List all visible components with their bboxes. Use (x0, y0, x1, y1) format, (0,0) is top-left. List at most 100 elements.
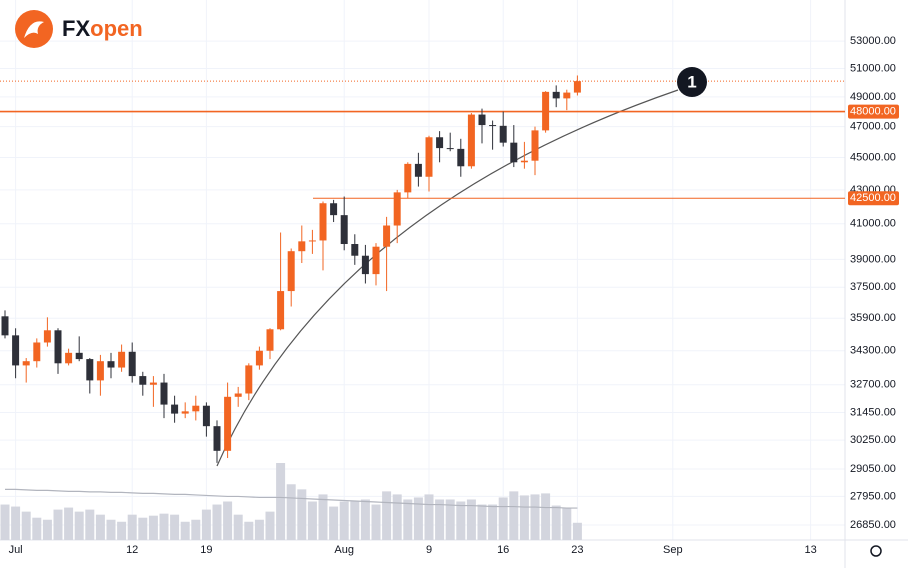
candle-body (404, 163, 412, 193)
volume-bar (180, 521, 190, 540)
volume-bar (212, 504, 222, 540)
volume-bar (445, 499, 455, 540)
candle-body (65, 352, 73, 364)
volume-bar (74, 511, 84, 540)
volume-bar (53, 509, 63, 540)
volume-bar (435, 499, 445, 540)
candle-body (489, 125, 497, 127)
volume-bar (360, 499, 370, 540)
volume-bar (0, 504, 10, 540)
candle-body (542, 91, 550, 131)
volume-bar (159, 513, 169, 540)
volume-bar (456, 501, 466, 540)
volume-bar (477, 504, 487, 540)
x-tick-label: 13 (804, 544, 816, 556)
candle-body (192, 405, 200, 412)
level-label-box (848, 191, 899, 206)
annotation-text: 1 (687, 72, 696, 91)
candle-body (160, 382, 168, 405)
volume-bar (223, 501, 233, 540)
candle-body (43, 330, 51, 343)
volume-bar (562, 507, 572, 540)
y-tick-label: 30250.00 (850, 434, 896, 446)
volume-bar (106, 519, 116, 540)
candle-body (552, 91, 560, 99)
candle-body (520, 160, 528, 163)
candle-body (1, 316, 9, 336)
candle-body (467, 114, 475, 167)
volume-bar (318, 494, 328, 540)
candle-body (298, 241, 306, 252)
volume-bar (339, 501, 349, 540)
candle-body (340, 215, 348, 245)
y-tick-label: 32700.00 (850, 379, 896, 391)
candle-body (414, 163, 422, 177)
candle-body (510, 142, 518, 163)
volume-bar (244, 521, 254, 540)
x-tick-label: 19 (200, 544, 212, 556)
candle-body (330, 203, 338, 216)
x-tick-label: Sep (663, 544, 683, 556)
candle-body (149, 382, 157, 385)
volume-bar (466, 499, 476, 540)
candle-body (351, 244, 359, 256)
volume-bar (95, 514, 105, 540)
candle-body (319, 203, 327, 241)
candle-body (202, 405, 210, 427)
candle-body (22, 361, 30, 366)
volume-bar (127, 514, 137, 540)
candle-body (308, 240, 316, 242)
settings-icon[interactable] (870, 545, 882, 557)
volume-ma-line (5, 488, 578, 509)
gear[interactable] (870, 545, 882, 557)
candle-body (12, 335, 20, 366)
volume-bar (138, 517, 148, 540)
volume-bar (424, 494, 434, 540)
volume-bar (11, 506, 21, 540)
candle-body (531, 130, 539, 161)
level-label-box (848, 104, 899, 119)
candle-body (33, 342, 41, 362)
volume-bar (64, 507, 74, 540)
volume-bar (382, 491, 392, 540)
y-tick-label: 35900.00 (850, 312, 896, 324)
volume-bar (329, 506, 339, 540)
y-tick-label: 45000.00 (850, 151, 896, 163)
volume-bar (541, 493, 551, 540)
candle-body (107, 361, 115, 368)
y-tick-label: 27950.00 (850, 490, 896, 502)
y-tick-label: 51000.00 (850, 62, 896, 74)
volume-bar (117, 521, 127, 540)
candle-body (393, 192, 401, 226)
volume-bar (85, 509, 95, 540)
level-label: 48000.00 (850, 106, 896, 118)
logo-icon-detail (24, 21, 44, 38)
volume-bar (392, 494, 402, 540)
candle-body (372, 246, 380, 275)
candle-body (425, 137, 433, 177)
candle-body (478, 114, 486, 126)
y-tick-label: 41000.00 (850, 218, 896, 230)
volume-bar (488, 504, 498, 540)
y-tick-label: 47000.00 (850, 120, 896, 132)
candle-body (118, 351, 126, 368)
annotation-marker (677, 67, 707, 97)
candle-body (563, 92, 571, 99)
x-tick-label: 12 (126, 544, 138, 556)
volume-bar (509, 491, 519, 540)
candle-body (96, 361, 104, 381)
x-tick-label: Jul (9, 544, 23, 556)
candle-body (224, 396, 232, 451)
volume-bar (371, 504, 381, 540)
x-tick-label: 9 (426, 544, 432, 556)
volume-bar (191, 519, 201, 540)
y-tick-label: 49000.00 (850, 91, 896, 103)
candle-body (181, 411, 189, 414)
candle-body (266, 329, 274, 351)
volume-bar (551, 505, 561, 540)
x-tick-label: Aug (334, 544, 354, 556)
y-tick-label: 26850.00 (850, 519, 896, 531)
logo-open: open (90, 16, 143, 41)
y-tick-label: 53000.00 (850, 35, 896, 47)
